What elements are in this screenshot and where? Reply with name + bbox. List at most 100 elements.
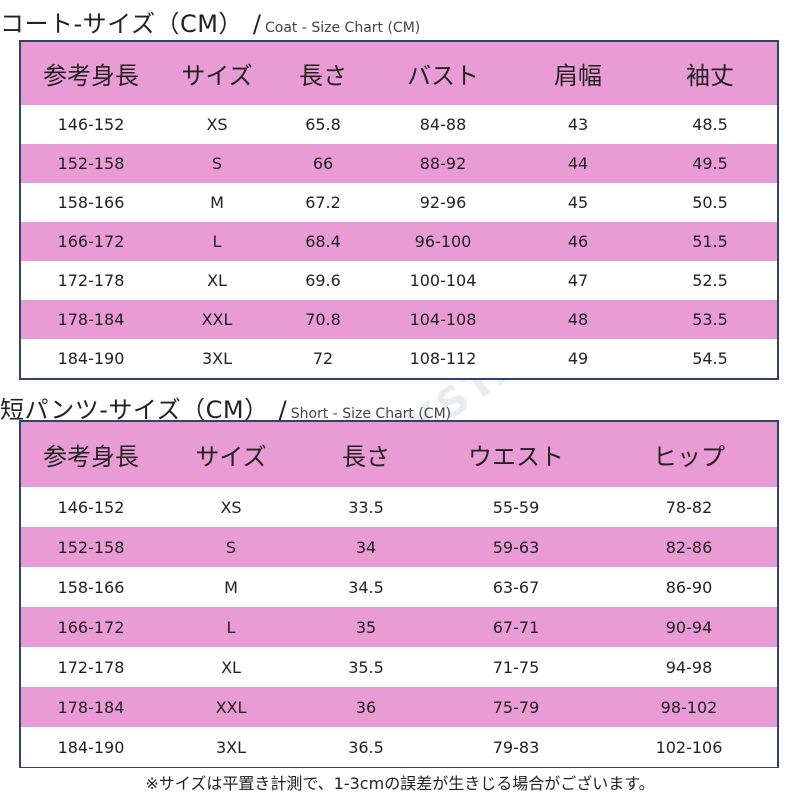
coat-table-cell: 43: [567, 115, 589, 134]
shorts-table-row: 146-152 XS 33.5 55-59 78-82: [21, 487, 777, 527]
shorts-table-cell: 166-172: [57, 617, 125, 637]
shorts-table-cell: 3XL: [215, 737, 247, 757]
shorts-table-cell: 86-90: [665, 577, 713, 597]
coat-title-slash: /: [252, 10, 261, 38]
shorts-table-cell: 71-75: [492, 657, 540, 677]
coat-header-cell: 袖丈: [686, 62, 734, 90]
coat-subtitle: Coat - Size Chart (CM): [265, 20, 421, 36]
coat-table-cell: 53.5: [692, 310, 728, 329]
coat-table-cell: M: [210, 193, 224, 212]
shorts-table-cell: 98-102: [660, 697, 718, 717]
coat-header-cell: サイズ: [181, 62, 253, 90]
coat-table-cell: 68.4: [305, 232, 341, 251]
shorts-table-cell: 35.5: [348, 657, 384, 677]
coat-table-cell: 45: [567, 193, 589, 212]
shorts-table-cell: 102-106: [655, 737, 723, 757]
shorts-table-cell: 158-166: [57, 577, 125, 597]
coat-table-cell: 48.5: [692, 115, 728, 134]
shorts-table-cell: XL: [221, 657, 241, 677]
shorts-table-cell: 55-59: [492, 497, 540, 517]
shorts-header-cell: サイズ: [195, 443, 267, 471]
coat-table-cell: XL: [207, 271, 227, 290]
shorts-table-cell: 152-158: [57, 537, 125, 557]
shorts-header-cell: 参考身長: [43, 443, 139, 471]
shorts-title: 短パンツ-サイズ（CM） / Short - Size Chart (CM): [0, 390, 451, 425]
coat-table-cell: 66: [312, 154, 334, 173]
coat-table-cell: 84-88: [419, 115, 467, 134]
coat-table-cell: 49.5: [692, 154, 728, 173]
coat-table-cell: 108-112: [409, 349, 477, 368]
coat-table-cell: XXL: [201, 310, 233, 329]
shorts-table-cell: 178-184: [57, 697, 125, 717]
coat-table-cell: 146-152: [57, 115, 125, 134]
coat-table-cell: 96-100: [414, 232, 472, 251]
coat-table-cell: 70.8: [305, 310, 341, 329]
coat-table-cell: 69.6: [305, 271, 341, 290]
coat-table-cell: 52.5: [692, 271, 728, 290]
coat-table-row: 146-152 XS 65.8 84-88 43 48.5: [21, 105, 777, 144]
shorts-table-row: 152-158 S 34 59-63 82-86: [21, 527, 777, 567]
coat-title: コート-サイズ（CM） / Coat - Size Chart (CM): [0, 4, 420, 39]
coat-table-cell: 104-108: [409, 310, 477, 329]
shorts-header-row: 参考身長 サイズ 長さ ウエスト ヒップ: [21, 422, 777, 487]
shorts-table-cell: M: [224, 577, 238, 597]
coat-table-cell: 48: [567, 310, 589, 329]
coat-table-cell: 178-184: [57, 310, 125, 329]
coat-table-cell: 65.8: [305, 115, 341, 134]
coat-header-cell: バスト: [407, 62, 479, 90]
coat-table-row: 178-184 XXL 70.8 104-108 48 53.5: [21, 300, 777, 339]
coat-table-cell: 47: [567, 271, 589, 290]
coat-table-cell: 172-178: [57, 271, 125, 290]
shorts-table-cell: 90-94: [665, 617, 713, 637]
shorts-table-cell: 36.5: [348, 737, 384, 757]
coat-table-cell: 100-104: [409, 271, 477, 290]
shorts-title-text: 短パンツ-サイズ（CM）: [0, 396, 269, 424]
coat-table-cell: 158-166: [57, 193, 125, 212]
shorts-table-cell: 63-67: [492, 577, 540, 597]
coat-table-cell: 184-190: [57, 349, 125, 368]
coat-header-cell: 長さ: [299, 62, 347, 90]
coat-table-cell: L: [212, 232, 222, 251]
coat-header-cell: 参考身長: [43, 62, 139, 90]
shorts-table-cell: XXL: [215, 697, 247, 717]
shorts-table-row: 184-190 3XL 36.5 79-83 102-106: [21, 727, 777, 767]
shorts-table-row: 172-178 XL 35.5 71-75 94-98: [21, 647, 777, 687]
coat-table-cell: 88-92: [419, 154, 467, 173]
coat-table-cell: 67.2: [305, 193, 341, 212]
shorts-table-cell: 36: [355, 697, 377, 717]
coat-table-cell: 3XL: [201, 349, 233, 368]
shorts-table-cell: 75-79: [492, 697, 540, 717]
coat-table-cell: S: [211, 154, 223, 173]
coat-table-cell: XS: [206, 115, 228, 134]
coat-table-cell: 72: [312, 349, 334, 368]
shorts-table-cell: 184-190: [57, 737, 125, 757]
shorts-table-cell: 35: [355, 617, 377, 637]
shorts-table-cell: 34: [355, 537, 377, 557]
shorts-table-row: 178-184 XXL 36 75-79 98-102: [21, 687, 777, 727]
shorts-table-cell: 146-152: [57, 497, 125, 517]
shorts-header-cell: 長さ: [342, 443, 390, 471]
coat-table-cell: 152-158: [57, 154, 125, 173]
coat-header-cell: 肩幅: [554, 62, 602, 90]
shorts-table-cell: 78-82: [665, 497, 713, 517]
shorts-title-slash: /: [278, 396, 287, 424]
shorts-size-table: 参考身長 サイズ 長さ ウエスト ヒップ 146-152 XS 33.5 55-59 78-82 1…: [19, 420, 779, 768]
shorts-header-cell: ヒップ: [653, 443, 725, 471]
coat-table-cell: 49: [567, 349, 589, 368]
coat-table-cell: 166-172: [57, 232, 125, 251]
coat-title-text: コート-サイズ（CM）: [0, 10, 243, 38]
coat-table-cell: 51.5: [692, 232, 728, 251]
coat-table-row: 152-158 S 66 88-92 44 49.5: [21, 144, 777, 183]
coat-table-row: 184-190 3XL 72 108-112 49 54.5: [21, 339, 777, 378]
shorts-table-cell: 67-71: [492, 617, 540, 637]
shorts-header-cell: ウエスト: [468, 443, 564, 471]
coat-table-cell: 44: [567, 154, 589, 173]
shorts-subtitle: Short - Size Chart (CM): [290, 406, 452, 422]
shorts-table-cell: 59-63: [492, 537, 540, 557]
shorts-table-cell: 34.5: [348, 577, 384, 597]
coat-table-row: 158-166 M 67.2 92-96 45 50.5: [21, 183, 777, 222]
coat-table-cell: 50.5: [692, 193, 728, 212]
measurement-note: ※サイズは平置き計測で、1-3cmの誤差が生きじる場合がございます。: [145, 774, 655, 793]
coat-table-cell: 46: [567, 232, 589, 251]
coat-size-table: 参考身長 サイズ 長さ バスト 肩幅 袖丈 146-152 XS 65.8 84-88 43 48.5…: [19, 40, 779, 380]
